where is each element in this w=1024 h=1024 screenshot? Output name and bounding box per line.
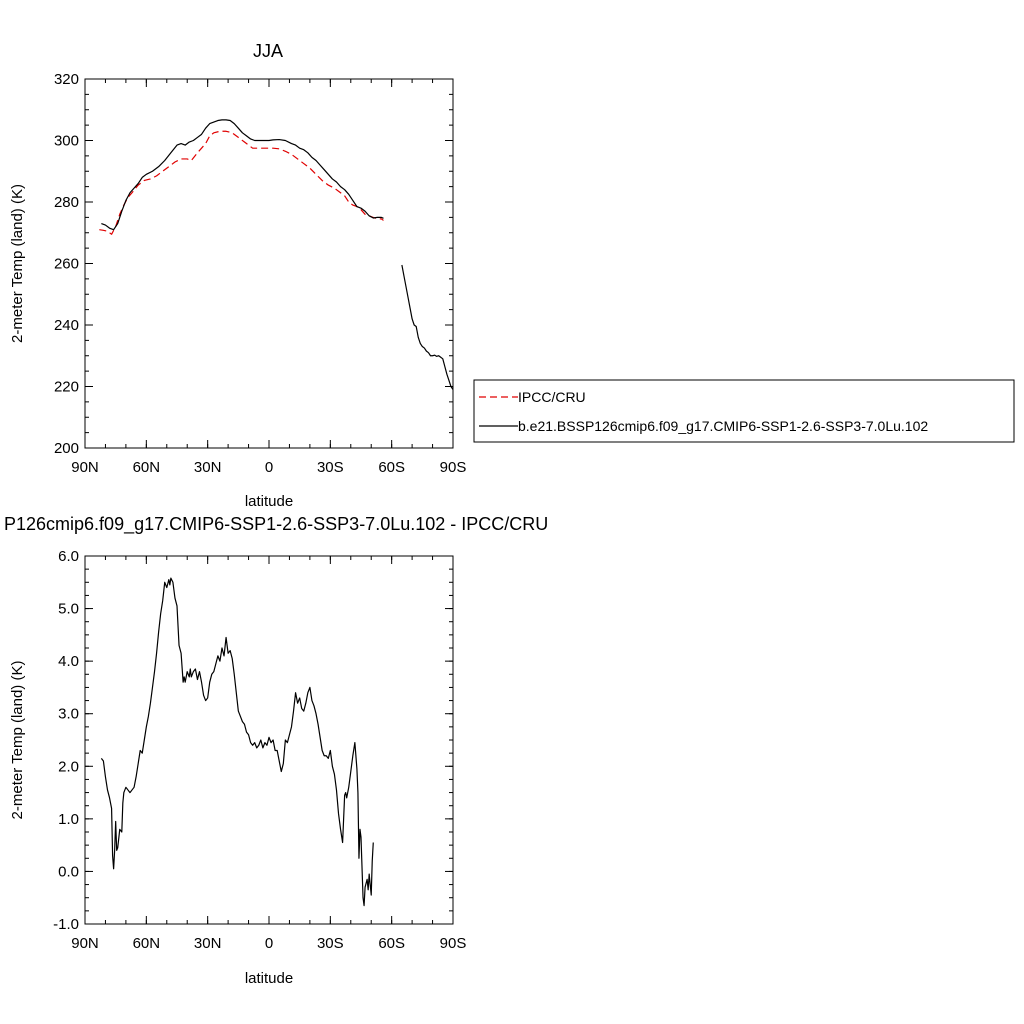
top-chart-series xyxy=(99,119,454,390)
legend-label-model: b.e21.BSSP126cmip6.f09_g17.CMIP6-SSP1-2.… xyxy=(518,418,928,434)
bottom-y-tick-label: 3.0 xyxy=(58,706,79,723)
top-y-tick-label: 300 xyxy=(54,133,79,150)
top-x-axis-label: latitude xyxy=(245,493,293,510)
top-x-tick-label: 90N xyxy=(71,459,99,476)
top-y-tick-label: 240 xyxy=(54,317,79,334)
bottom-x-tick-label: 30S xyxy=(317,935,344,952)
legend-box xyxy=(473,379,1015,443)
bottom-series-0-line xyxy=(100,577,374,907)
bottom-x-tick-label: 60S xyxy=(378,935,405,952)
bottom-y-tick-label: 6.0 xyxy=(58,548,79,565)
bottom-x-tick-label: 90N xyxy=(71,935,99,952)
bottom-x-tick-label: 0 xyxy=(265,935,273,952)
top-y-tick-label: 320 xyxy=(54,71,79,88)
top-chart-panel: JJA 90N 60N 30N 0 30S 60S 90S 200 220 240 260 280 30… xyxy=(9,41,466,510)
top-x-tick-label: 60S xyxy=(378,459,405,476)
bottom-y-tick-label: 0.0 xyxy=(58,863,79,880)
top-x-tick-label: 60N xyxy=(133,459,161,476)
bottom-y-tick-label: 5.0 xyxy=(58,601,79,618)
bottom-y-tick-label: 1.0 xyxy=(58,811,79,828)
top-chart-title: JJA xyxy=(253,41,283,61)
bottom-chart-title: P126cmip6.f09_g17.CMIP6-SSP1-2.6-SSP3-7.… xyxy=(4,514,548,535)
legend: IPCC/CRU b.e21.BSSP126cmip6.f09_g17.CMIP… xyxy=(473,379,1015,443)
top-series-1-line-segment-1 xyxy=(401,264,454,390)
top-y-tick-label: 260 xyxy=(54,256,79,273)
top-x-tick-label: 30S xyxy=(317,459,344,476)
top-chart-ticks: 90N 60N 30N 0 30S 60S 90S 200 220 240 260 280 300 320 xyxy=(54,71,466,476)
bottom-y-tick-label: -1.0 xyxy=(53,916,79,933)
top-y-axis-label: 2-meter Temp (land) (K) xyxy=(9,184,26,343)
top-series-1-line xyxy=(101,119,384,231)
bottom-chart-ticks: 90N 60N 30N 0 30S 60S 90S -1.0 0.0 1.0 2.0 3.0 4.0 5.… xyxy=(53,548,466,952)
bottom-chart-series xyxy=(100,577,374,907)
top-plot-frame xyxy=(84,78,454,449)
bottom-y-axis-label: 2-meter Temp (land) (K) xyxy=(9,661,26,820)
bottom-chart-panel: P126cmip6.f09_g17.CMIP6-SSP1-2.6-SSP3-7.… xyxy=(4,514,548,987)
top-y-tick-label: 280 xyxy=(54,194,79,211)
top-series-0-line xyxy=(99,130,384,235)
bottom-y-tick-label: 2.0 xyxy=(58,758,79,775)
bottom-y-tick-label: 4.0 xyxy=(58,653,79,670)
top-y-tick-label: 220 xyxy=(54,379,79,396)
top-x-tick-label: 90S xyxy=(440,459,467,476)
bottom-x-tick-label: 60N xyxy=(133,935,161,952)
bottom-x-tick-label: 30N xyxy=(194,935,222,952)
bottom-x-tick-label: 90S xyxy=(440,935,467,952)
top-x-tick-label: 0 xyxy=(265,459,273,476)
bottom-x-axis-label: latitude xyxy=(245,970,293,987)
legend-label-ipcc-cru: IPCC/CRU xyxy=(518,389,586,405)
top-y-tick-label: 200 xyxy=(54,440,79,457)
top-x-tick-label: 30N xyxy=(194,459,222,476)
bottom-plot-frame xyxy=(84,555,454,925)
